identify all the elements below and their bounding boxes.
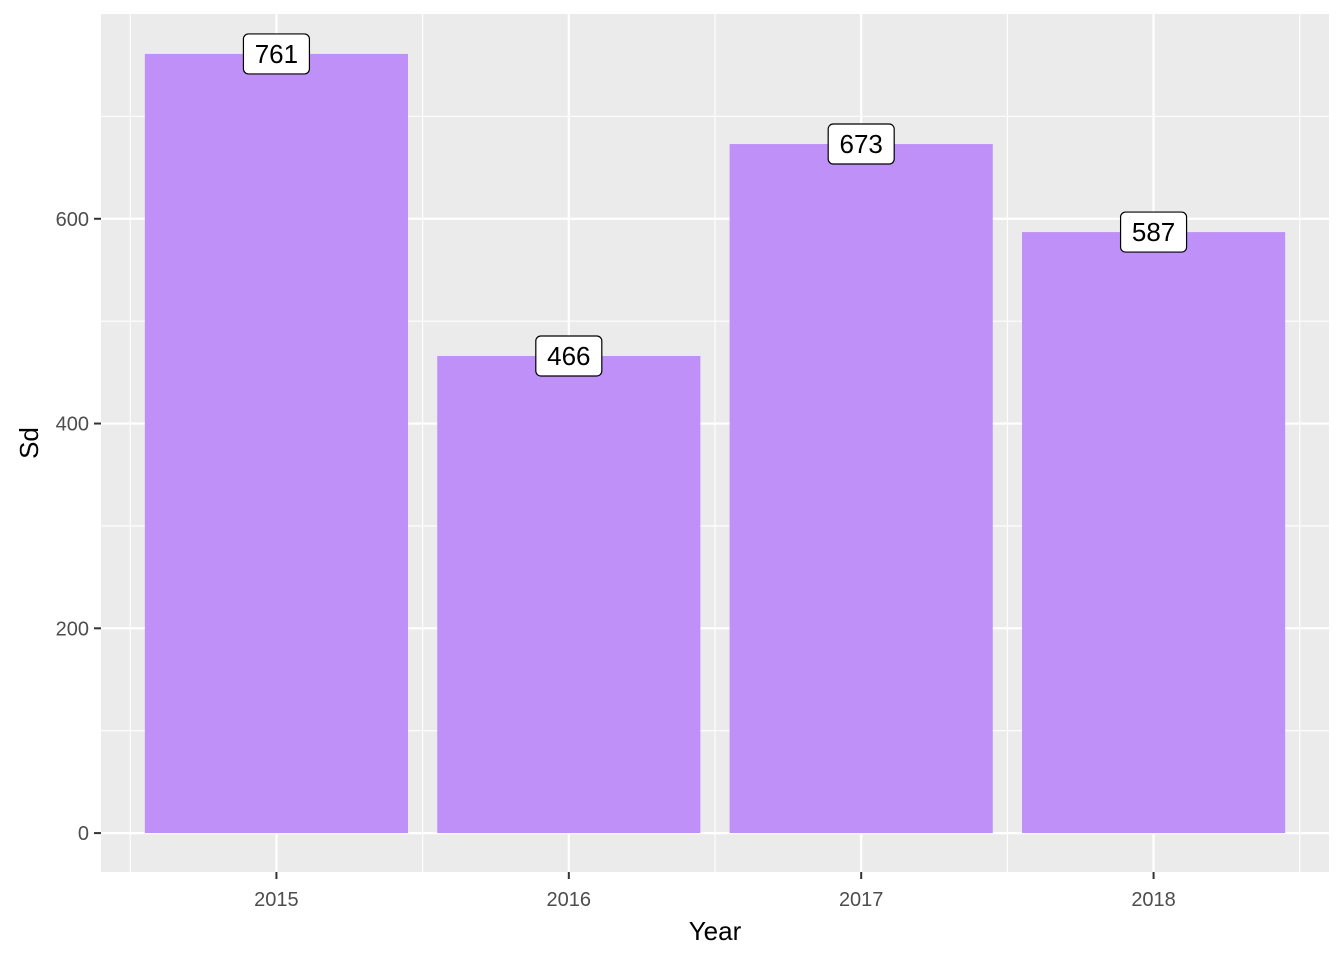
y-tick-label: 0 <box>78 823 89 845</box>
bar-2018 <box>1022 232 1286 834</box>
data-label-text: 587 <box>1132 217 1175 247</box>
data-label-text: 673 <box>839 129 882 159</box>
y-axis: 0 200 400 600 <box>56 209 101 845</box>
data-label-text: 466 <box>547 341 590 371</box>
data-label-2015: 761 <box>242 33 311 75</box>
bar-value-labels: 761 466 673 587 <box>242 33 1188 377</box>
bar-2017 <box>729 144 993 834</box>
data-label-text: 761 <box>255 39 298 69</box>
y-axis-title: Sd <box>14 427 44 459</box>
x-tick-label: 2016 <box>547 889 592 911</box>
y-tick-label: 200 <box>56 618 89 640</box>
data-label-2016: 466 <box>535 335 603 377</box>
bars <box>144 53 1286 834</box>
data-label-box <box>827 123 895 165</box>
data-label-box <box>242 33 311 75</box>
data-label-2017: 673 <box>827 123 895 165</box>
x-tick-label: 2015 <box>254 889 299 911</box>
data-label-2018: 587 <box>1119 211 1188 253</box>
y-tick-label: 400 <box>56 414 89 436</box>
x-tick-label: 2017 <box>839 889 884 911</box>
x-axis-title: Year <box>689 916 742 946</box>
x-tick-label: 2018 <box>1131 889 1176 911</box>
y-tick-label: 600 <box>56 209 89 231</box>
x-axis: 2015 2016 2017 2018 <box>254 872 1176 911</box>
bar-2016 <box>437 355 701 834</box>
data-label-box <box>535 335 603 377</box>
data-label-box <box>1119 211 1188 253</box>
bar-2015 <box>144 53 408 834</box>
